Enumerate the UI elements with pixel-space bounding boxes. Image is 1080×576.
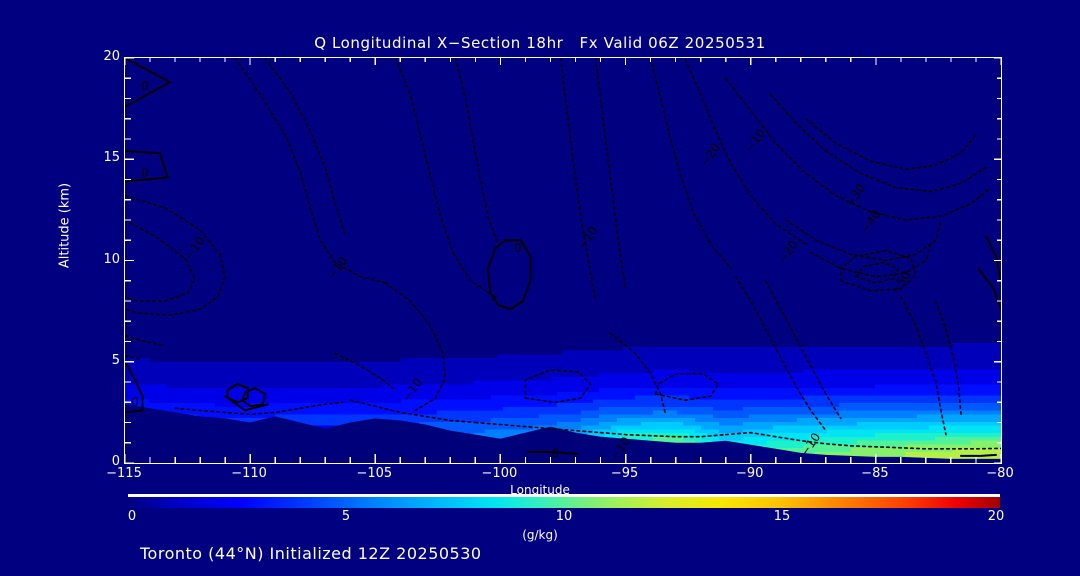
contour-line — [599, 431, 727, 438]
x-axis-tick-label: −95 — [610, 466, 639, 481]
contour-line — [935, 300, 962, 416]
contour-line — [125, 58, 172, 108]
contour-line — [125, 150, 169, 183]
contour-line — [264, 58, 347, 237]
contour-line — [855, 261, 900, 284]
y-axis-tick-label: 10 — [103, 251, 120, 267]
contour-line — [334, 352, 397, 391]
contour-line — [960, 453, 997, 457]
x-axis-tick-label: −115 — [106, 466, 142, 481]
contour-line — [609, 332, 667, 416]
contour-layer — [125, 58, 1001, 457]
contour-line — [384, 282, 447, 412]
contour-line — [474, 421, 602, 434]
contour-line — [299, 401, 344, 410]
x-axis-tick-label: −85 — [861, 466, 889, 481]
colorbar-units-label: (g/kg) — [522, 528, 558, 542]
contour-line — [810, 241, 932, 278]
colorbar-tick-label: 0 — [127, 509, 137, 524]
colorbar — [128, 494, 1000, 508]
contour-line — [125, 334, 166, 347]
contour-line — [527, 450, 579, 455]
contour-line — [454, 58, 499, 246]
terrain-layer — [125, 404, 1001, 463]
colorbar-tick-label: 15 — [773, 509, 791, 524]
contour-line — [125, 219, 196, 302]
contour-line — [174, 407, 301, 416]
contour-line — [125, 194, 226, 316]
contour-line — [241, 387, 267, 408]
y-axis-label: Altitude (km) — [57, 182, 73, 269]
colorbar-ticks: 0 5 10 15 20 — [128, 509, 1004, 527]
contour-line — [559, 58, 597, 302]
moisture-field-layer — [125, 58, 1001, 463]
colorbar-tick-label: 20 — [987, 509, 1005, 524]
x-axis-tick-label: −110 — [231, 466, 267, 481]
contour-label: 0 — [141, 79, 149, 93]
contour-line — [394, 58, 497, 298]
axis-tick-marks — [125, 58, 1001, 463]
contour-line — [125, 354, 141, 361]
contour-line — [985, 235, 1001, 282]
contour-line — [840, 249, 917, 292]
contour-line — [764, 280, 842, 420]
cross-section-field: 00000−10−10−10−10−10−10−10−20−20−30−40−5… — [125, 58, 1001, 463]
contour-line — [234, 58, 387, 284]
contour-line — [850, 445, 1001, 450]
y-axis-ticks: 0 5 10 15 20 — [76, 49, 120, 469]
contour-line — [769, 93, 987, 193]
contour-line — [977, 267, 1001, 311]
colorbar-tick-label: 5 — [341, 509, 351, 524]
y-axis-tick-label: 5 — [111, 352, 120, 368]
contour-line — [524, 369, 592, 404]
contour-line — [594, 58, 627, 290]
contour-line — [224, 395, 269, 412]
x-axis-tick-label: −90 — [735, 466, 764, 481]
contour-line — [734, 275, 827, 432]
x-axis-tick-label: −80 — [986, 466, 1014, 481]
y-axis-tick-label: 20 — [103, 49, 120, 64]
footer-caption: Toronto (44°N) Initialized 12Z 20250530 — [140, 544, 482, 563]
colorbar-tick-label: 10 — [555, 509, 573, 524]
contour-label: 0 — [552, 446, 560, 460]
x-axis-label: Longitude — [510, 483, 570, 497]
x-axis-ticks: −115 −110 −105 −100 −95 −90 −85 −80 — [106, 466, 1014, 486]
contour-line — [785, 219, 942, 262]
chart-title: Q Longitudinal X−Section 18hr Fx Valid 0… — [314, 34, 766, 52]
colorbar-gradient — [128, 497, 1000, 508]
contour-line — [125, 360, 144, 414]
contour-line — [724, 77, 992, 221]
contour-line — [900, 296, 947, 436]
contour-line — [805, 118, 977, 171]
colorbar-top-rule — [128, 494, 1000, 497]
y-axis-tick-label: 0 — [111, 454, 120, 469]
contour-label: 0 — [514, 241, 522, 255]
contour-label: 0 — [131, 395, 139, 409]
x-axis-tick-label: −100 — [481, 466, 518, 481]
contour-line — [724, 431, 852, 447]
contour-line — [486, 239, 532, 311]
x-axis-tick-label: −105 — [356, 466, 393, 481]
y-axis-tick-label: 15 — [103, 150, 120, 166]
terrain-silhouette — [125, 404, 1001, 463]
contour-line — [649, 58, 732, 270]
contour-line — [654, 373, 719, 401]
contour-line — [684, 59, 807, 246]
plot-area: 0 0 0 0 0 −10 −10 −10 −10 −10 −10 −10 −20 −20 −30 −40 −5… — [124, 57, 1002, 464]
contour-label: 0 — [141, 166, 149, 180]
